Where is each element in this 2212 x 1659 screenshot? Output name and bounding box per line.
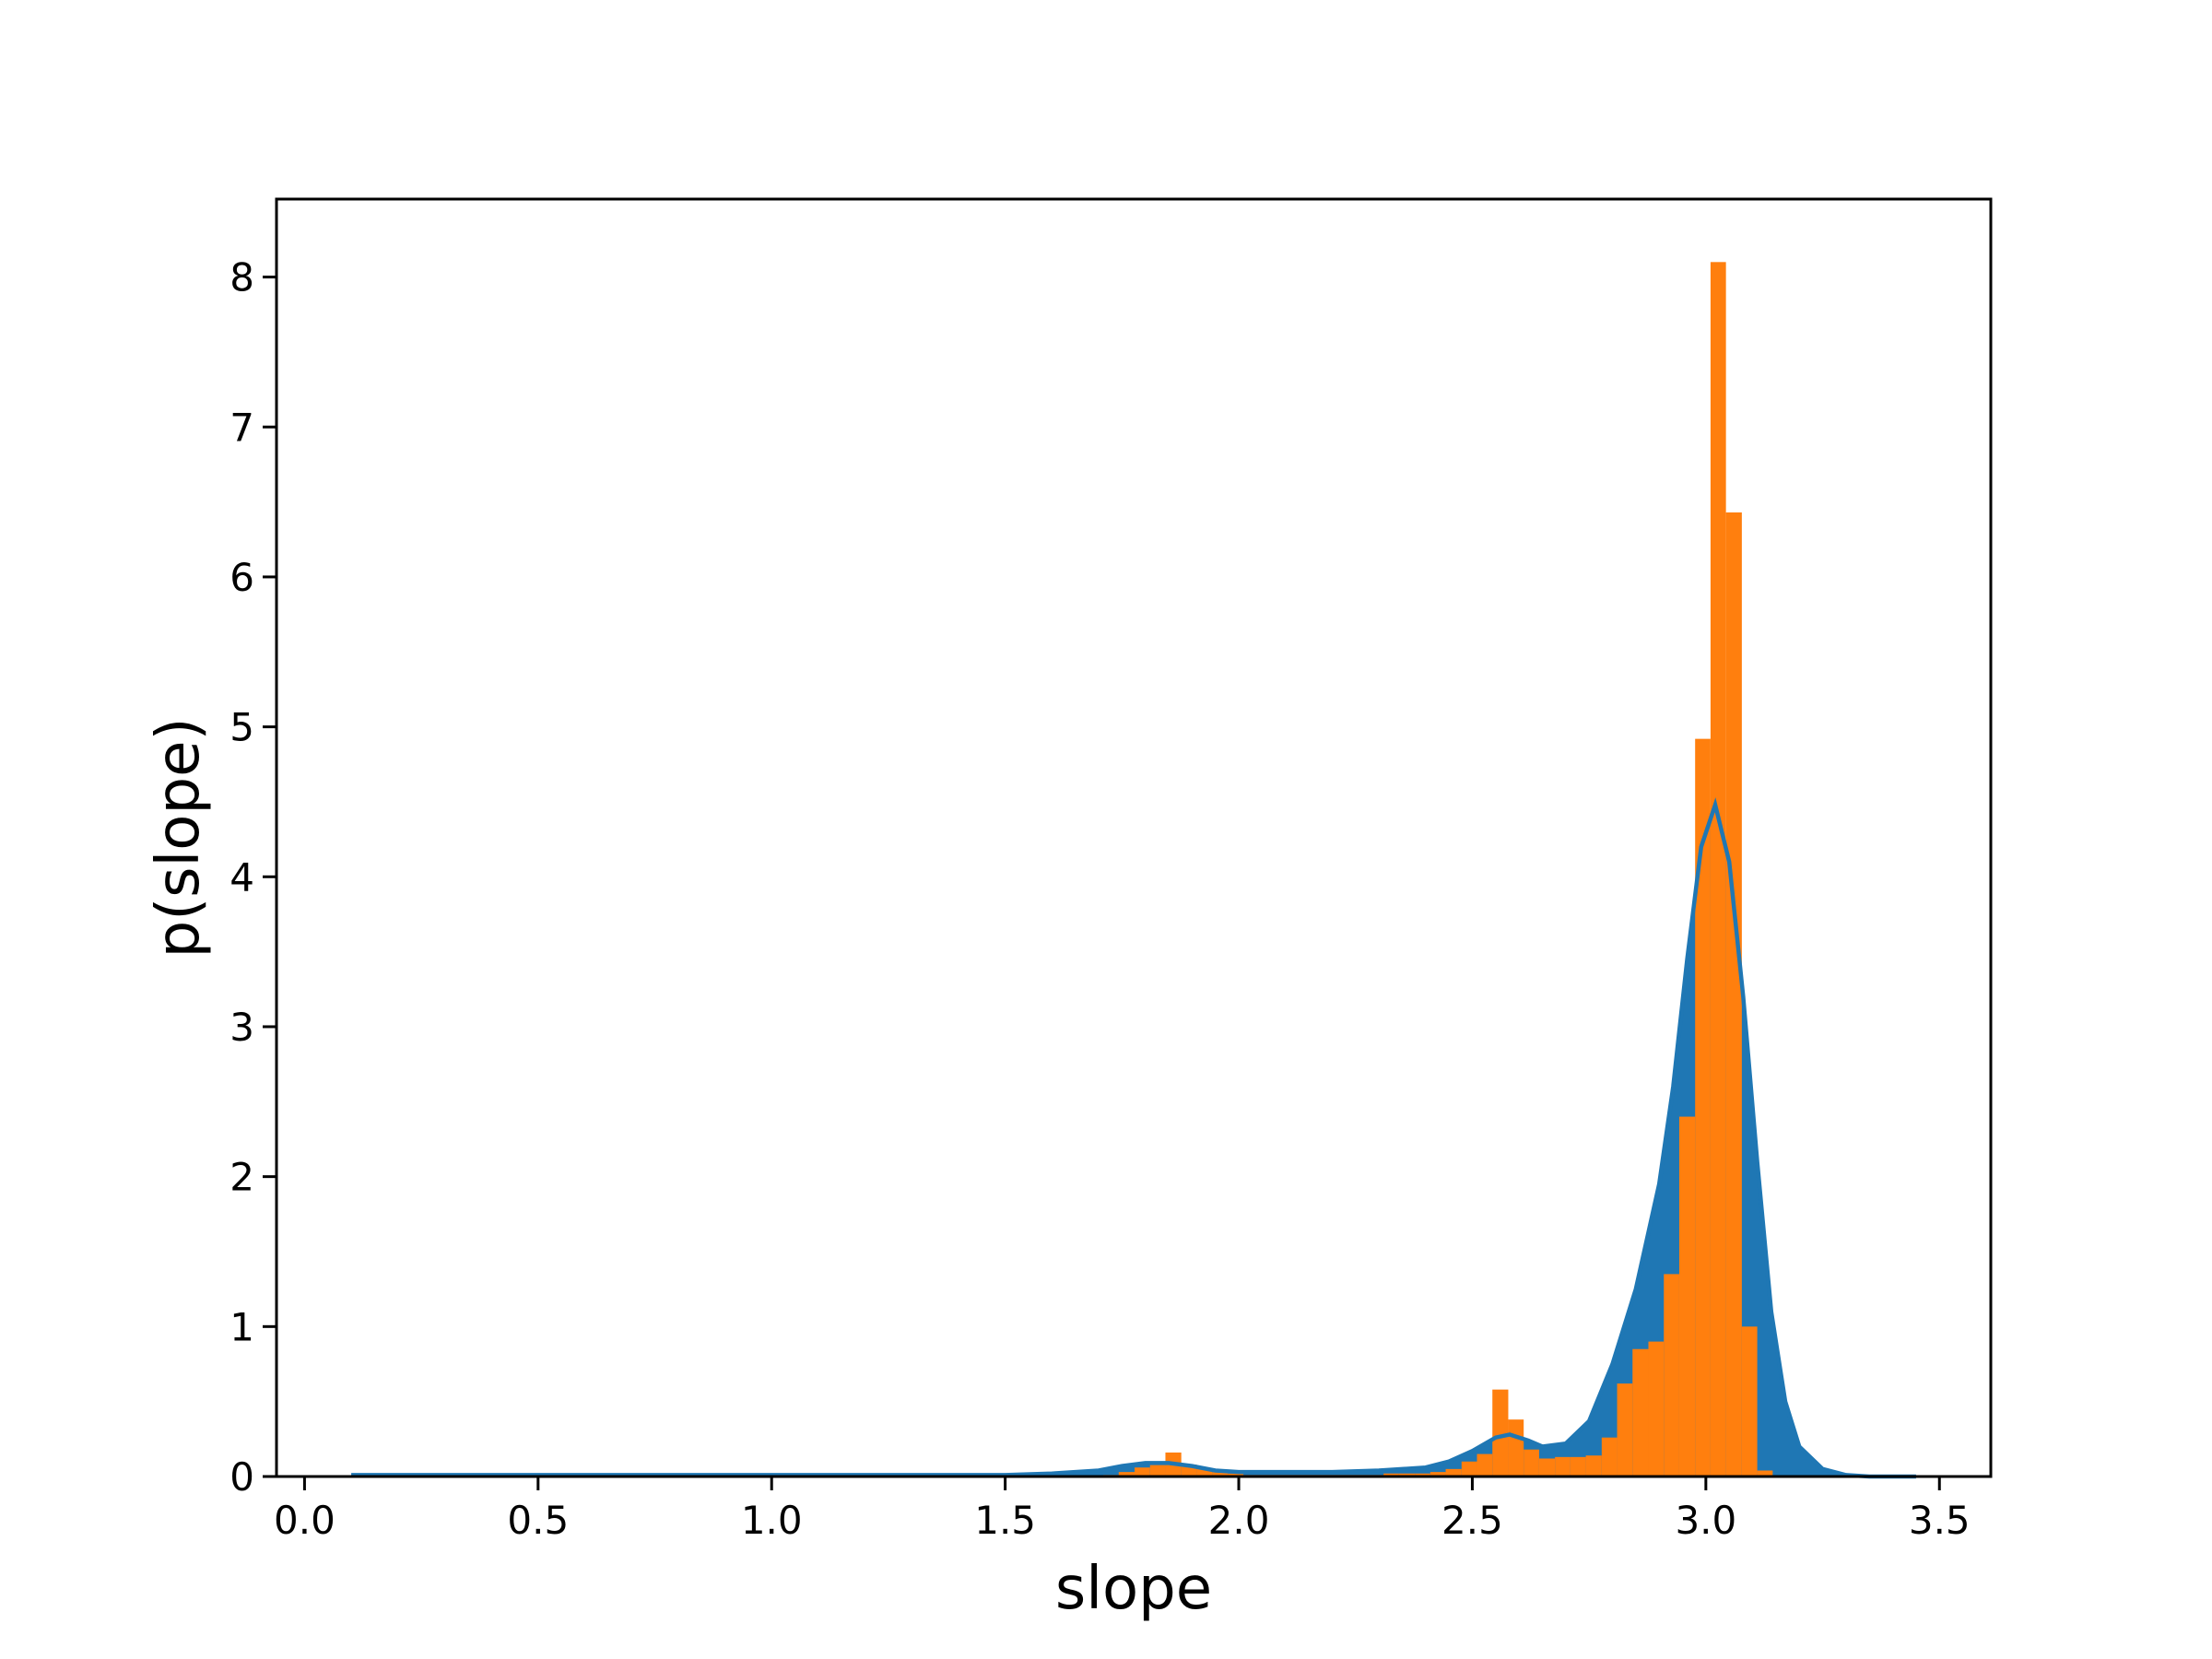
histogram-bar — [1601, 1437, 1618, 1477]
kde-area — [351, 805, 1916, 1477]
x-tick-label: 0.0 — [274, 1498, 335, 1543]
y-tick-label: 8 — [229, 255, 254, 300]
histogram-bar — [1383, 1473, 1399, 1477]
y-tick-label: 4 — [229, 854, 254, 900]
y-tick-label: 1 — [229, 1304, 254, 1349]
histogram-bar — [1445, 1468, 1462, 1477]
histogram-bar — [1461, 1461, 1477, 1477]
plot-area — [351, 262, 1916, 1479]
histogram-bar — [1555, 1456, 1571, 1477]
histogram-bar — [1492, 1389, 1509, 1477]
x-tick-label: 1.0 — [741, 1498, 803, 1543]
histogram-bar — [1695, 738, 1711, 1477]
x-tick-label: 3.5 — [1909, 1498, 1971, 1543]
histogram-bar — [1741, 1326, 1758, 1477]
x-tick-label: 1.5 — [974, 1498, 1036, 1543]
histogram-bar — [1149, 1461, 1166, 1477]
histogram-bar — [1508, 1419, 1524, 1477]
x-tick-label: 0.5 — [507, 1498, 569, 1543]
histogram-bar — [1415, 1473, 1430, 1477]
y-axis-label: p(slope) — [145, 718, 213, 959]
x-tick-label: 3.0 — [1675, 1498, 1736, 1543]
y-tick-label: 2 — [229, 1155, 254, 1200]
histogram-bar — [1228, 1473, 1244, 1477]
histogram-bar — [1398, 1473, 1416, 1477]
histogram-bar — [1678, 1116, 1696, 1477]
histogram-bar — [1477, 1453, 1493, 1477]
x-tick-label: 2.0 — [1208, 1498, 1270, 1543]
histogram-bar — [1725, 512, 1742, 1477]
histogram-bar — [1664, 1274, 1679, 1477]
y-tick-label: 3 — [229, 1005, 254, 1050]
x-axis-label: slope — [1055, 1555, 1212, 1623]
histogram-bar — [1570, 1456, 1586, 1477]
y-tick-label: 7 — [229, 405, 254, 450]
histogram-bar — [1585, 1455, 1602, 1477]
histogram-bar — [1430, 1472, 1446, 1477]
histogram-bar — [1757, 1470, 1773, 1477]
histogram-bar — [1135, 1467, 1150, 1477]
histogram-bar — [1118, 1472, 1135, 1477]
histogram-bar — [1632, 1348, 1649, 1477]
histogram-bar — [1710, 262, 1726, 1477]
histogram-bar — [1212, 1472, 1229, 1477]
axes-frame — [275, 197, 1993, 1478]
kde-line — [351, 797, 1916, 1479]
histogram-bar — [1617, 1383, 1633, 1477]
y-tick-label: 0 — [229, 1454, 254, 1500]
histogram-bar — [1524, 1449, 1539, 1477]
x-tick-label: 2.5 — [1441, 1498, 1503, 1543]
histogram-bar — [1538, 1458, 1556, 1477]
y-tick-label: 6 — [229, 555, 254, 600]
histogram-bar — [1196, 1468, 1213, 1477]
histogram-bar — [1648, 1341, 1665, 1477]
y-tick-label: 5 — [229, 705, 254, 750]
